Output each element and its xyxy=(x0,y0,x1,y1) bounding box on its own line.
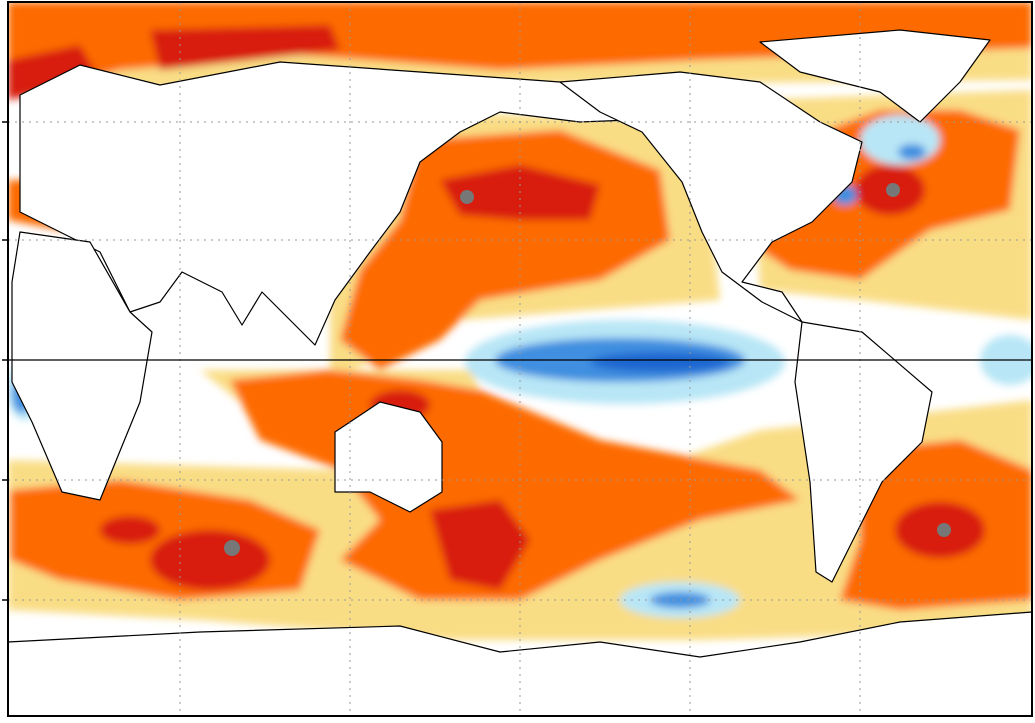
australia xyxy=(334,401,443,513)
map-frame xyxy=(7,1,1033,717)
extreme-warm xyxy=(224,183,951,556)
north-america xyxy=(559,71,863,323)
eurasia xyxy=(19,61,631,346)
greenland xyxy=(759,29,991,123)
antarctica xyxy=(8,611,1032,716)
continents xyxy=(8,29,1032,716)
map-body xyxy=(8,2,1032,716)
strong-cool xyxy=(590,352,730,372)
graticule xyxy=(8,2,1032,716)
africa xyxy=(11,231,153,501)
south-america xyxy=(794,321,933,583)
